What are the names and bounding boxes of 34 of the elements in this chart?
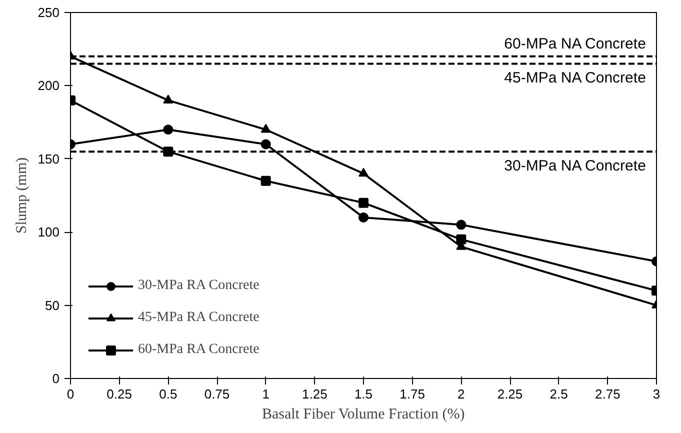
ref-line-label: 45-MPa NA Concrete <box>504 70 646 87</box>
point <box>260 139 271 150</box>
ref-line-label: 60-MPa NA Concrete <box>504 35 646 52</box>
y-tick-label: 250 <box>38 5 60 20</box>
legend-label: 60-MPa RA Concrete <box>138 342 260 358</box>
point <box>358 168 368 177</box>
x-tick-label: 2.75 <box>595 386 620 402</box>
y-axis-title: Slump (mm) <box>14 157 30 234</box>
y-tick-label: 200 <box>38 78 60 94</box>
x-tick-label: 3 <box>652 386 660 402</box>
y-tick-label: 0 <box>52 371 60 386</box>
y-tick-label: 100 <box>38 224 60 240</box>
legend-label: 45-MPa RA Concrete <box>138 310 260 326</box>
x-tick-label: 1.25 <box>302 386 328 402</box>
point <box>456 220 466 230</box>
point <box>163 94 174 104</box>
point <box>358 212 368 222</box>
point <box>163 124 174 135</box>
x-tick-label: 0.5 <box>159 386 178 402</box>
ref-line-label: 30-MPa NA Concrete <box>504 158 646 175</box>
x-tick-label: 0 <box>66 386 74 402</box>
x-tick-label: 2.5 <box>550 386 568 402</box>
x-tick-label: 1.75 <box>400 386 425 402</box>
y-tick-label: 150 <box>38 151 60 166</box>
x-tick-label: 0.25 <box>106 386 132 402</box>
legend-label: 30-MPa RA Concrete <box>138 278 260 294</box>
x-tick-label: 2 <box>458 386 465 402</box>
x-tick-label: 1.5 <box>354 386 373 402</box>
x-tick-label: 1 <box>262 386 270 402</box>
x-tick-label: 2.25 <box>497 386 523 402</box>
y-tick-label: 50 <box>45 298 60 313</box>
x-axis-title: Basalt Fiber Volume Fraction (%) <box>262 406 465 422</box>
point <box>260 124 271 133</box>
x-tick-label: 0.75 <box>204 386 230 402</box>
